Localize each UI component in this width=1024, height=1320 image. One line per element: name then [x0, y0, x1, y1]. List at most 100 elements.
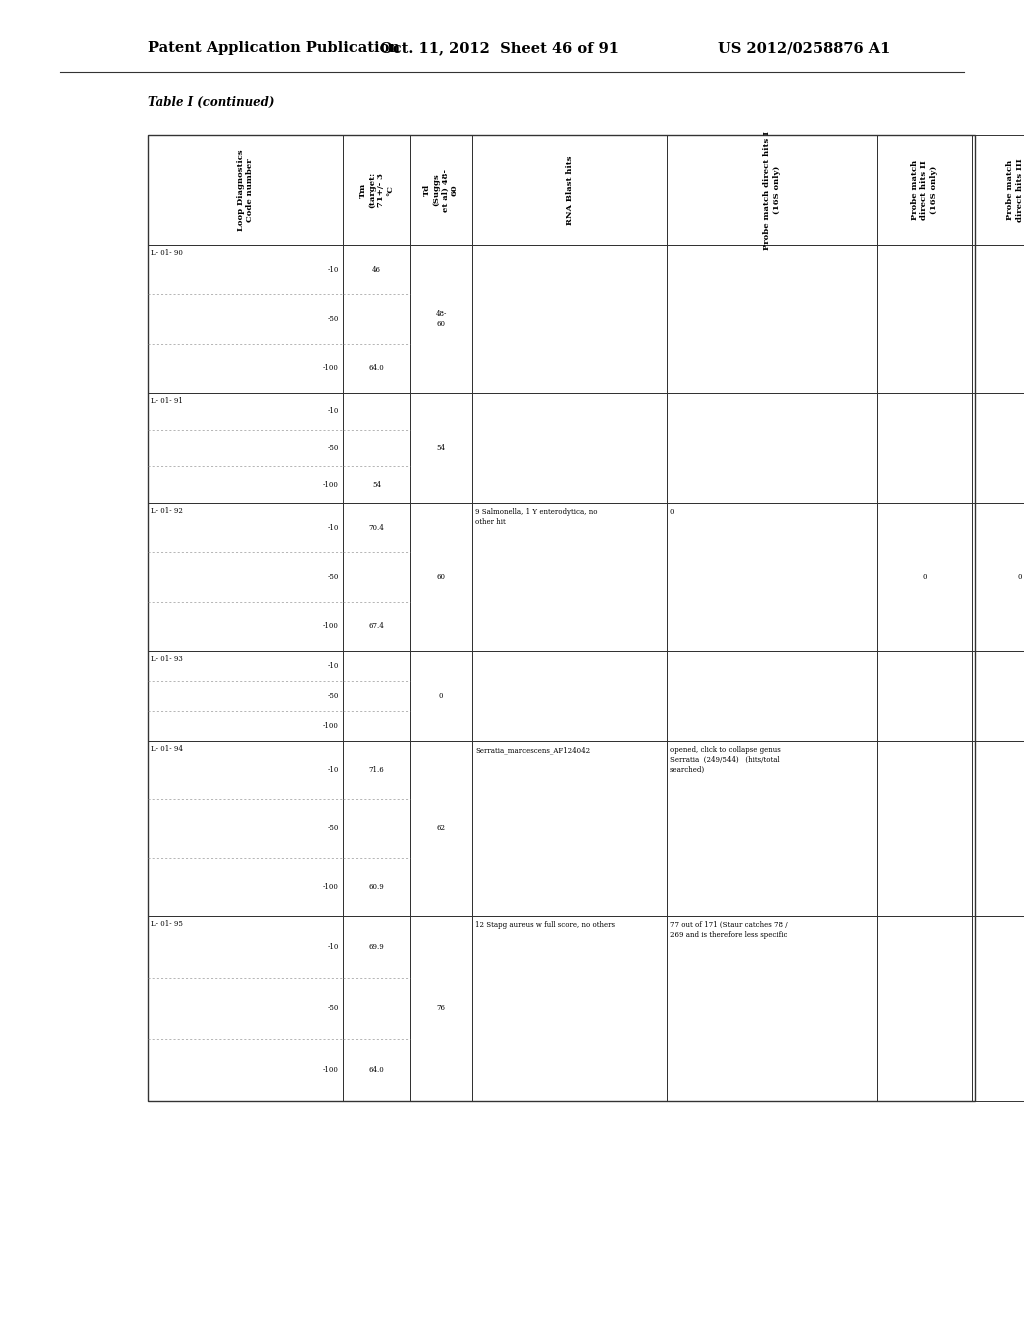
Text: -10: -10: [328, 942, 339, 950]
Text: L- 01- 92: L- 01- 92: [151, 507, 183, 515]
Bar: [472, 135, 667, 246]
Bar: [877, 741, 972, 916]
Bar: [667, 246, 877, 393]
Bar: [148, 503, 343, 651]
Bar: [410, 246, 472, 393]
Bar: [410, 651, 472, 741]
Bar: [343, 916, 410, 1101]
Bar: [472, 741, 667, 916]
Bar: [472, 393, 667, 503]
Text: Serratia_marcescens_AF124042: Serratia_marcescens_AF124042: [475, 746, 590, 754]
Text: -100: -100: [324, 1067, 339, 1074]
Bar: [972, 393, 1024, 503]
Text: 76: 76: [436, 1005, 445, 1012]
Text: -100: -100: [324, 883, 339, 891]
Text: 64.0: 64.0: [369, 1067, 384, 1074]
Bar: [148, 246, 343, 393]
Text: -50: -50: [328, 573, 339, 581]
Text: -50: -50: [328, 1005, 339, 1012]
Bar: [148, 135, 975, 1101]
Bar: [148, 135, 343, 246]
Bar: [667, 135, 877, 246]
Text: -10: -10: [328, 524, 339, 532]
Bar: [410, 393, 472, 503]
Text: 60.9: 60.9: [369, 883, 384, 891]
Bar: [972, 135, 1024, 246]
Bar: [343, 741, 410, 916]
Bar: [877, 135, 972, 246]
Text: opened, click to collapse genus
Serratia  (249/544)   (hits/total
searched): opened, click to collapse genus Serratia…: [670, 746, 780, 774]
Bar: [472, 246, 667, 393]
Bar: [972, 246, 1024, 393]
Text: -10: -10: [328, 408, 339, 416]
Text: 62: 62: [436, 825, 445, 833]
Text: 9 Salmonella, 1 Y enterodytica, no
other hit: 9 Salmonella, 1 Y enterodytica, no other…: [475, 508, 597, 525]
Text: -100: -100: [324, 364, 339, 372]
Bar: [343, 503, 410, 651]
Bar: [148, 741, 343, 916]
Text: -100: -100: [324, 622, 339, 631]
Text: 0: 0: [923, 573, 927, 581]
Text: 46: 46: [372, 265, 381, 273]
Text: 70.4: 70.4: [369, 524, 384, 532]
Text: -100: -100: [324, 722, 339, 730]
Text: 48-
60: 48- 60: [435, 310, 446, 327]
Text: Oct. 11, 2012  Sheet 46 of 91: Oct. 11, 2012 Sheet 46 of 91: [381, 41, 620, 55]
Text: -10: -10: [328, 766, 339, 774]
Bar: [667, 916, 877, 1101]
Bar: [148, 651, 343, 741]
Bar: [148, 393, 343, 503]
Text: L- 01- 94: L- 01- 94: [151, 744, 183, 752]
Bar: [667, 651, 877, 741]
Bar: [972, 503, 1024, 651]
Bar: [410, 503, 472, 651]
Text: -10: -10: [328, 663, 339, 671]
Text: 77 out of 171 (Staur catches 78 /
269 and is therefore less specific: 77 out of 171 (Staur catches 78 / 269 an…: [670, 921, 787, 939]
Text: 60: 60: [436, 573, 445, 581]
Text: RNA Blast hits: RNA Blast hits: [565, 156, 573, 224]
Bar: [472, 503, 667, 651]
Bar: [877, 246, 972, 393]
Bar: [472, 651, 667, 741]
Bar: [410, 741, 472, 916]
Text: 0: 0: [670, 508, 675, 516]
Text: 54: 54: [436, 444, 445, 451]
Text: -10: -10: [328, 265, 339, 273]
Bar: [972, 741, 1024, 916]
Text: 64.0: 64.0: [369, 364, 384, 372]
Bar: [472, 916, 667, 1101]
Bar: [877, 503, 972, 651]
Text: 67.4: 67.4: [369, 622, 384, 631]
Bar: [667, 393, 877, 503]
Bar: [410, 916, 472, 1101]
Text: 69.9: 69.9: [369, 942, 384, 950]
Bar: [148, 916, 343, 1101]
Text: Patent Application Publication: Patent Application Publication: [148, 41, 400, 55]
Text: Probe match direct hits I
(16S only): Probe match direct hits I (16S only): [764, 131, 780, 249]
Bar: [667, 741, 877, 916]
Bar: [343, 135, 410, 246]
Text: 71.6: 71.6: [369, 766, 384, 774]
Text: US 2012/0258876 A1: US 2012/0258876 A1: [718, 41, 890, 55]
Text: L- 01- 93: L- 01- 93: [151, 655, 182, 663]
Text: L- 01- 95: L- 01- 95: [151, 920, 183, 928]
Bar: [410, 135, 472, 246]
Text: Tm
(target:
71+/- 3
°C: Tm (target: 71+/- 3 °C: [358, 172, 394, 209]
Text: -100: -100: [324, 480, 339, 488]
Text: L- 01- 91: L- 01- 91: [151, 397, 183, 405]
Text: -50: -50: [328, 825, 339, 833]
Text: -50: -50: [328, 692, 339, 700]
Text: Probe match
direct hits III
(16S only): Probe match direct hits III (16S only): [1007, 158, 1024, 222]
Text: 0: 0: [438, 692, 443, 700]
Text: Loop Diagnostics
Code number: Loop Diagnostics Code number: [237, 149, 254, 231]
Bar: [343, 651, 410, 741]
Text: -50: -50: [328, 315, 339, 323]
Text: 12 Stapg aureus w full score, no others: 12 Stapg aureus w full score, no others: [475, 921, 615, 929]
Text: -50: -50: [328, 444, 339, 451]
Bar: [877, 393, 972, 503]
Bar: [972, 916, 1024, 1101]
Text: 54: 54: [372, 480, 381, 488]
Bar: [877, 916, 972, 1101]
Bar: [972, 651, 1024, 741]
Text: L- 01- 90: L- 01- 90: [151, 249, 183, 257]
